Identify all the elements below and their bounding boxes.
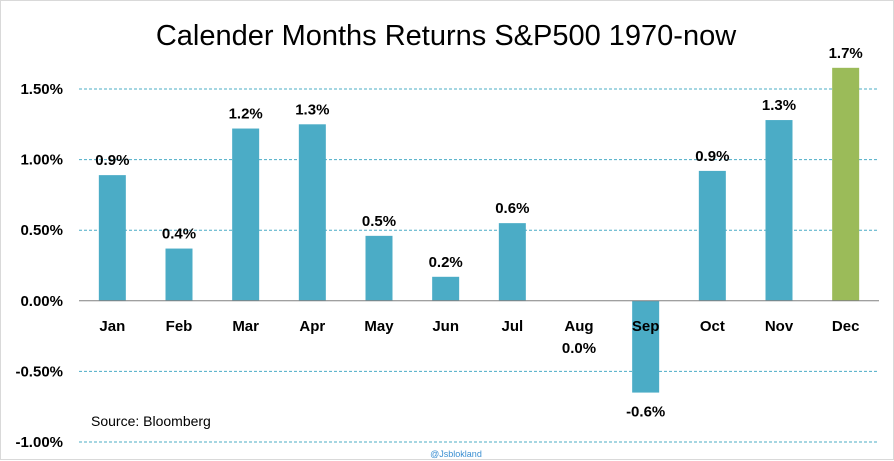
bar-sep: [632, 300, 660, 393]
x-tick-label: Jun: [432, 318, 459, 335]
data-labels: 0.9% 0.4% 1.2% 1.3% 0.5% 0.2% 0.6% 0.0% -0.6% 0.9…: [95, 45, 863, 421]
data-label: 0.9%: [695, 148, 729, 165]
y-tick-label: 1.00%: [20, 152, 63, 169]
x-tick-label: Mar: [232, 318, 259, 335]
bar-may: [365, 235, 393, 301]
data-label: 1.7%: [829, 45, 863, 62]
gridlines: [79, 88, 879, 443]
data-label: 0.2%: [429, 254, 463, 271]
bar-jan: [98, 175, 126, 301]
x-tick-label: Aug: [564, 318, 593, 335]
data-label: 0.6%: [495, 200, 529, 217]
data-label: -0.6%: [626, 404, 665, 421]
data-label: 1.3%: [762, 97, 796, 114]
x-axis-categories: Jan Feb Mar Apr May Jun Jul Aug Sep Oct Nov Dec: [99, 318, 859, 335]
bar-nov: [765, 120, 793, 301]
bar-oct: [698, 170, 726, 301]
source-note: Source: Bloomberg: [91, 413, 211, 429]
x-tick-label: Oct: [700, 318, 725, 335]
y-tick-label: 1.50%: [20, 81, 63, 98]
bar-jun: [432, 276, 460, 301]
bar-apr: [298, 124, 326, 301]
x-tick-label: Jul: [501, 318, 523, 335]
x-tick-label: Apr: [299, 318, 325, 335]
y-axis-ticks: -1.00% -0.50% 0.00% 0.50% 1.00% 1.50%: [15, 81, 63, 451]
bars: [98, 67, 860, 393]
y-tick-label: -1.00%: [15, 434, 63, 451]
x-tick-label: Sep: [632, 318, 660, 335]
data-label: 1.3%: [295, 101, 329, 118]
x-tick-label: Nov: [765, 318, 794, 335]
data-label: 0.4%: [162, 226, 196, 243]
x-tick-label: May: [364, 318, 394, 335]
bar-jul: [498, 223, 526, 301]
data-label: 1.2%: [229, 106, 263, 123]
chart-title: Calender Months Returns S&P500 1970-now: [156, 20, 737, 52]
credit-watermark: @Jsblokland: [430, 449, 482, 459]
y-tick-label: 0.00%: [20, 293, 63, 310]
y-tick-label: 0.50%: [20, 222, 63, 239]
data-label: 0.5%: [362, 213, 396, 230]
data-label: 0.9%: [95, 152, 129, 169]
y-tick-label: -0.50%: [15, 363, 63, 380]
bar-mar: [232, 128, 260, 301]
x-tick-label: Jan: [99, 318, 125, 335]
x-tick-label: Dec: [832, 318, 860, 335]
bar-dec: [832, 67, 860, 301]
data-label: 0.0%: [562, 340, 596, 357]
x-tick-label: Feb: [166, 318, 193, 335]
bar-feb: [165, 248, 193, 301]
